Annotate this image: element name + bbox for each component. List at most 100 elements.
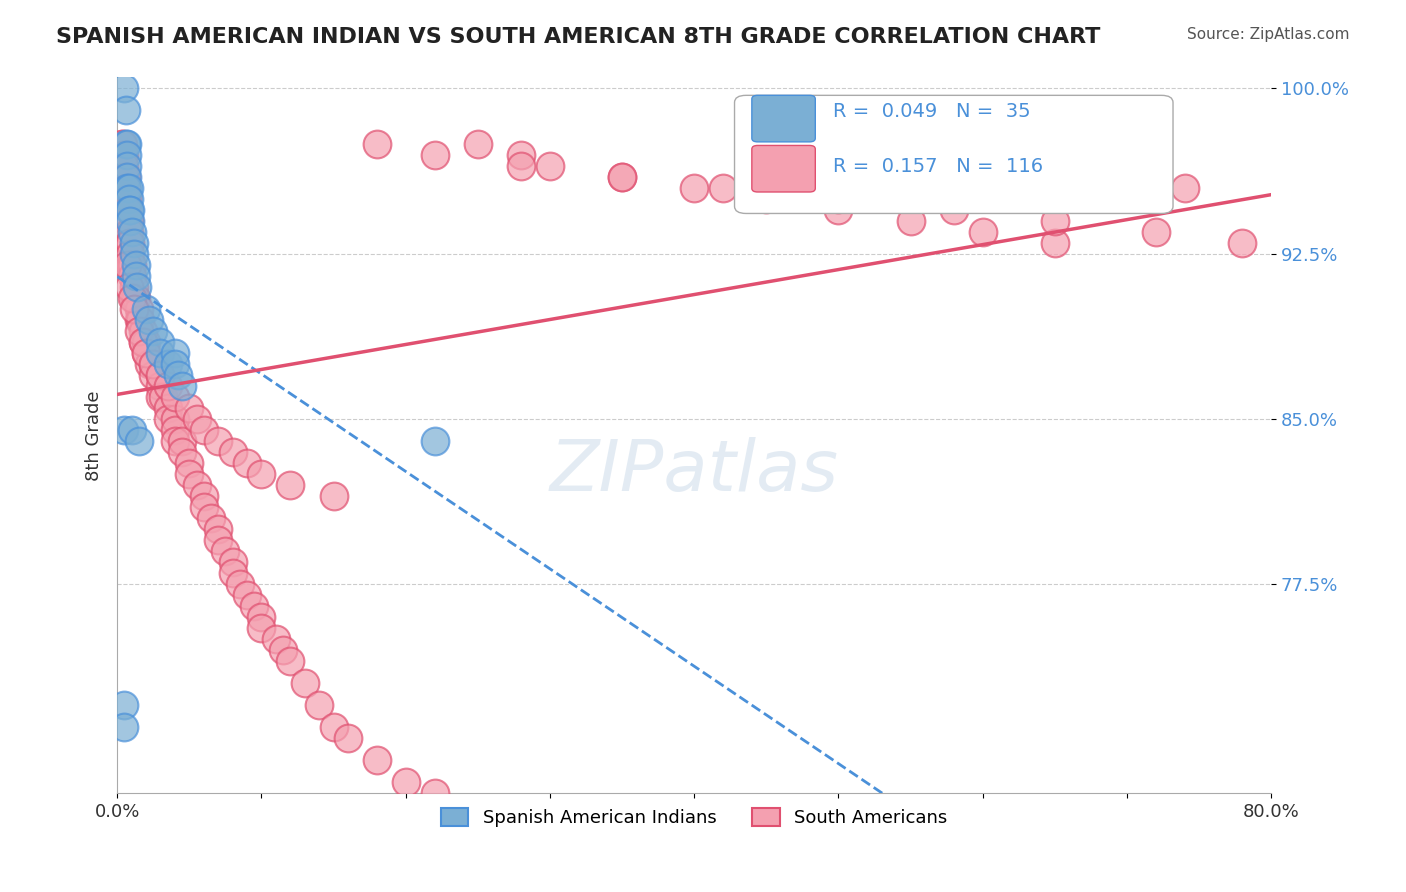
Point: [207, 434, 229, 448]
Point: [142, 368, 165, 382]
Point: [128, 301, 150, 316]
Point: [138, 312, 160, 326]
Legend: Spanish American Indians, South Americans: Spanish American Indians, South American…: [434, 801, 955, 834]
Point: [129, 312, 152, 326]
Point: [972, 147, 994, 161]
Point: [179, 401, 201, 415]
Text: R =  0.157   N =  116: R = 0.157 N = 116: [832, 157, 1043, 177]
Point: [207, 522, 229, 536]
Point: [132, 334, 155, 349]
Point: [1043, 235, 1066, 250]
Point: [186, 412, 208, 426]
Point: [138, 357, 160, 371]
Point: [118, 279, 141, 293]
Point: [755, 192, 778, 206]
Point: [118, 213, 141, 227]
Point: [135, 346, 157, 360]
Point: [163, 357, 186, 371]
Point: [294, 676, 316, 690]
Point: [423, 786, 446, 800]
Point: [166, 368, 188, 382]
Point: [156, 412, 179, 426]
Point: [121, 225, 143, 239]
Point: [827, 202, 849, 217]
Point: [115, 180, 138, 194]
Point: [207, 533, 229, 547]
Point: [149, 379, 172, 393]
Point: [120, 246, 142, 260]
Point: [200, 511, 222, 525]
Point: [163, 423, 186, 437]
Point: [125, 258, 148, 272]
Point: [250, 610, 273, 624]
Point: [900, 136, 922, 151]
Point: [538, 159, 561, 173]
Point: [111, 147, 134, 161]
Point: [117, 169, 139, 184]
Point: [118, 235, 141, 250]
Point: [163, 346, 186, 360]
Point: [124, 279, 146, 293]
Point: [972, 225, 994, 239]
Point: [149, 368, 172, 382]
Point: [467, 136, 489, 151]
Point: [121, 268, 143, 283]
Point: [124, 301, 146, 316]
Text: Source: ZipAtlas.com: Source: ZipAtlas.com: [1187, 27, 1350, 42]
Point: [1173, 180, 1195, 194]
Point: [510, 147, 533, 161]
Point: [135, 301, 157, 316]
Point: [163, 412, 186, 426]
Point: [125, 268, 148, 283]
Point: [149, 346, 172, 360]
Point: [193, 423, 215, 437]
Point: [229, 577, 252, 591]
Point: [142, 324, 165, 338]
Y-axis label: 8th Grade: 8th Grade: [86, 390, 103, 481]
Point: [900, 213, 922, 227]
Point: [117, 136, 139, 151]
Point: [121, 258, 143, 272]
Point: [117, 213, 139, 227]
Point: [172, 434, 194, 448]
Point: [193, 500, 215, 514]
Point: [366, 753, 388, 767]
Point: [236, 456, 259, 470]
Point: [308, 698, 330, 713]
Point: [128, 312, 150, 326]
Point: [942, 202, 965, 217]
Point: [121, 291, 143, 305]
Point: [610, 169, 633, 184]
Point: [117, 180, 139, 194]
Point: [152, 390, 174, 404]
Point: [1232, 235, 1254, 250]
Point: [118, 225, 141, 239]
Point: [115, 136, 138, 151]
Point: [278, 478, 301, 492]
Point: [142, 357, 165, 371]
FancyBboxPatch shape: [752, 95, 815, 142]
Point: [395, 775, 418, 789]
Point: [117, 192, 139, 206]
Point: [112, 147, 135, 161]
Point: [1043, 159, 1066, 173]
Point: [683, 180, 706, 194]
Point: [236, 588, 259, 602]
Point: [336, 731, 359, 746]
Point: [149, 334, 172, 349]
Point: [179, 456, 201, 470]
Point: [117, 159, 139, 173]
Point: [128, 434, 150, 448]
Point: [221, 566, 243, 580]
Point: [132, 324, 155, 338]
Point: [115, 103, 138, 118]
Point: [121, 423, 143, 437]
Point: [118, 180, 141, 194]
Text: ZIPatlas: ZIPatlas: [550, 437, 838, 506]
Point: [149, 368, 172, 382]
Point: [250, 621, 273, 635]
Point: [117, 202, 139, 217]
Point: [142, 357, 165, 371]
Point: [132, 334, 155, 349]
Point: [120, 235, 142, 250]
